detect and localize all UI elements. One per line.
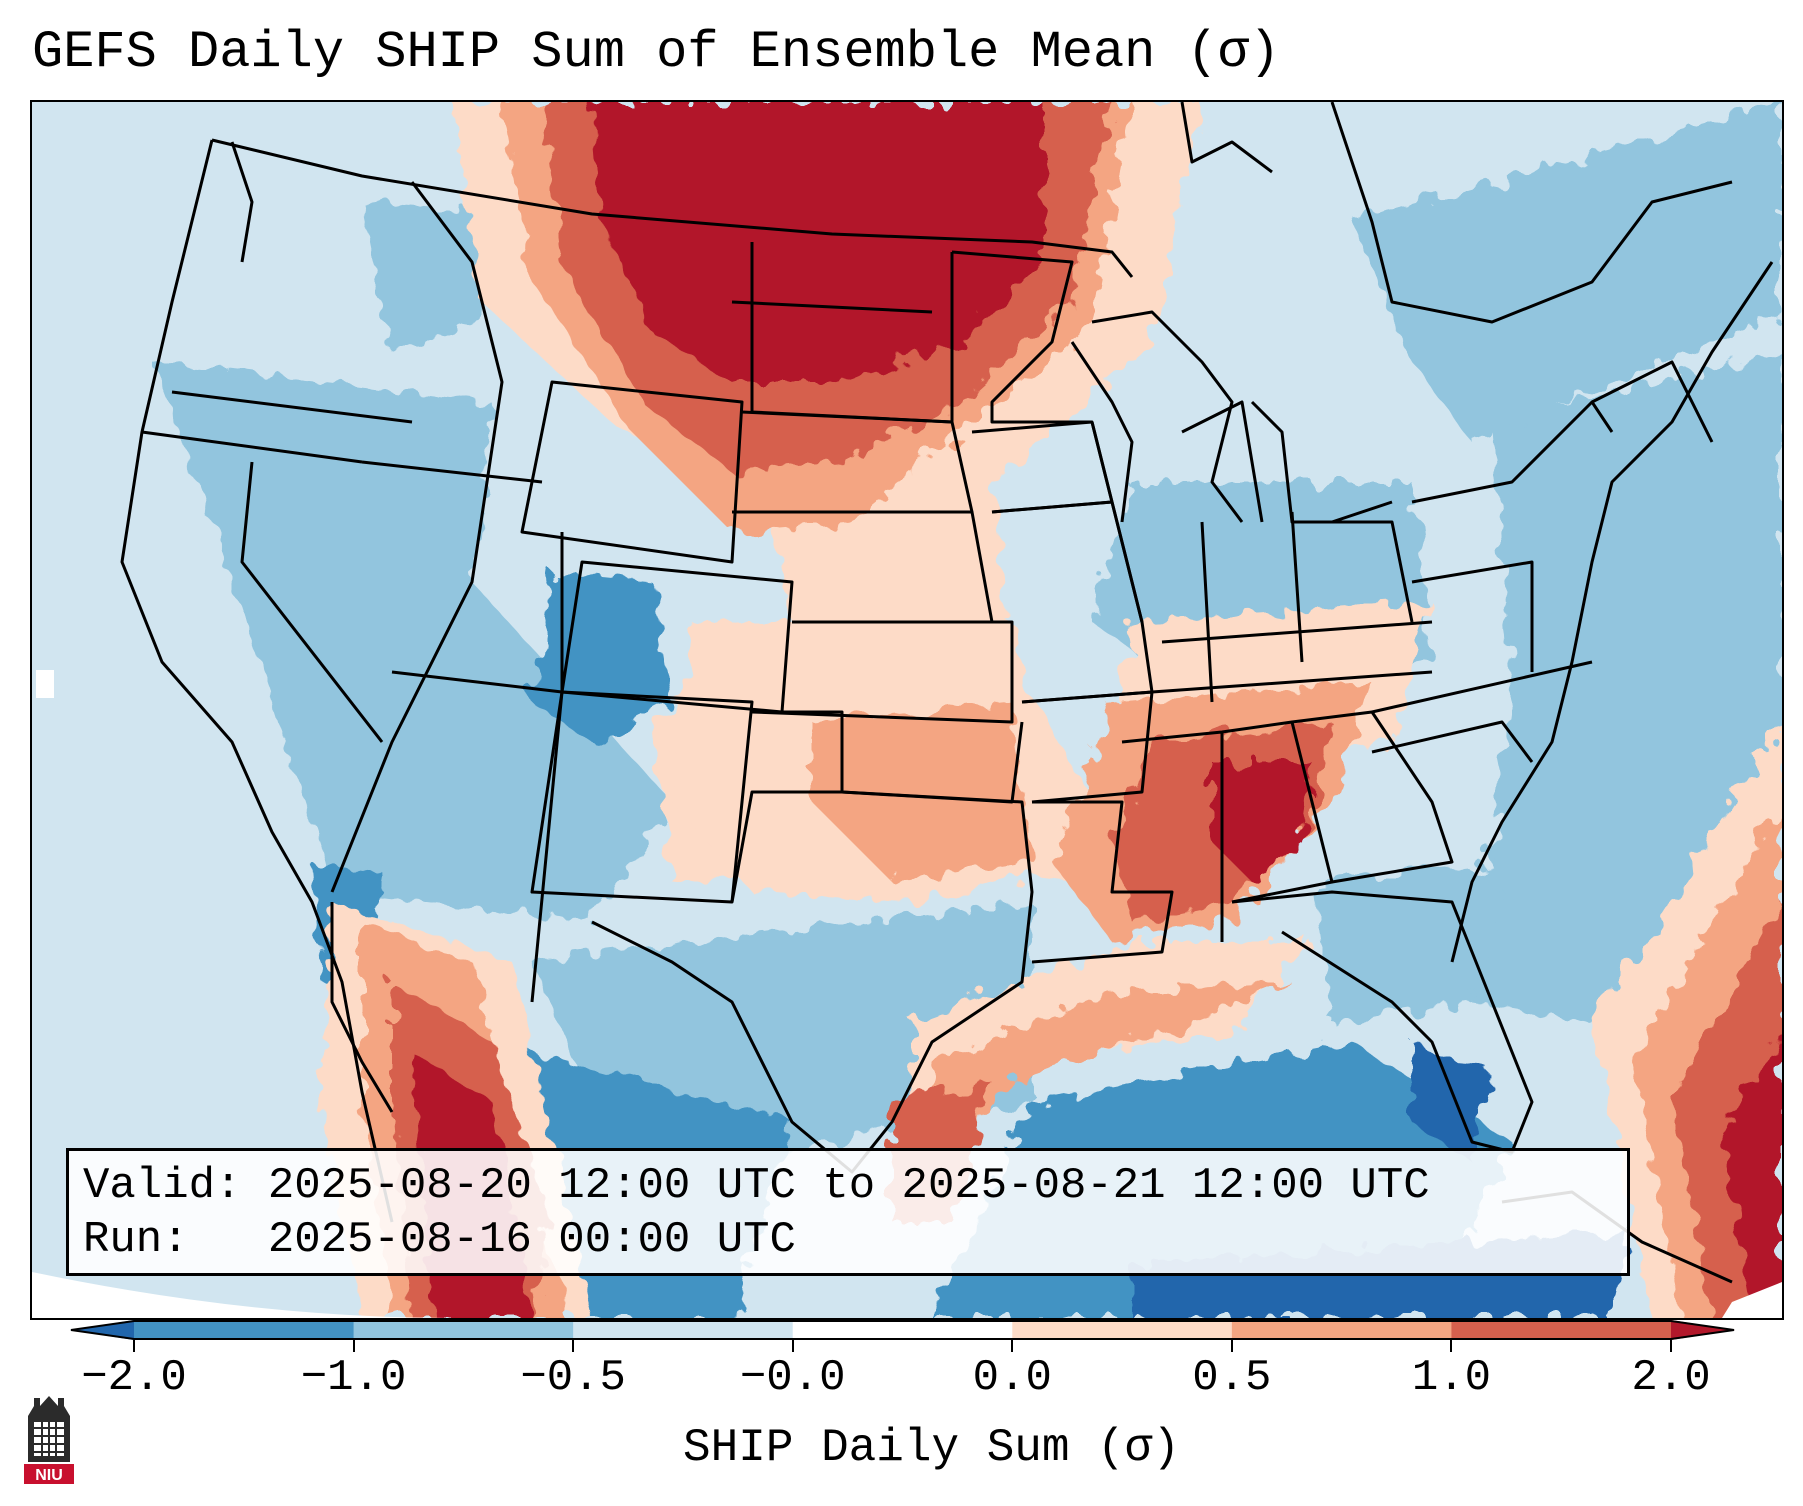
run-value: 2025-08-16 00:00 UTC [267, 1215, 796, 1265]
colorbar-tick-label: 0.5 [1192, 1353, 1272, 1403]
border-kansas-ok [751, 620, 1014, 724]
colorbar-tick-label: −0.5 [520, 1353, 626, 1403]
anomaly-west-blue [152, 362, 672, 922]
colorbar-tickmark [1230, 1340, 1233, 1352]
anomaly-alabama-peak [1212, 762, 1312, 882]
run-label: Run: [83, 1215, 189, 1265]
colorbar-tickmark [1670, 1340, 1672, 1352]
colorbar-extend-high [1671, 1320, 1735, 1340]
colorbar [70, 1320, 1735, 1340]
map-panel [30, 100, 1784, 1320]
niu-logo: NIU [20, 1392, 78, 1486]
colorbar-tickmark [133, 1340, 135, 1352]
info-box: Valid: 2025-08-20 12:00 UTC to 2025-08-2… [66, 1148, 1630, 1276]
colorbar-tickmark [791, 1340, 794, 1352]
colorbar-label: SHIP Daily Sum (σ) [683, 1422, 1180, 1474]
anomaly-canada-blue [1352, 102, 1782, 442]
coast-canada-east [1330, 102, 1733, 324]
colorbar-tick-label: 1.0 [1411, 1353, 1492, 1403]
anomaly-oklahoma-med [812, 702, 1032, 882]
colorbar-segment [1231, 1320, 1452, 1340]
anomaly-atlantic-peak [1722, 1022, 1782, 1318]
colorbar-tickmark [352, 1340, 355, 1352]
coast-baja [330, 902, 394, 1113]
missing-data-patch [36, 670, 54, 698]
colorbar-segment [573, 1320, 794, 1340]
colorbar-segment [792, 1320, 1013, 1340]
border-arkansas [1021, 690, 1154, 804]
border-georgia [1291, 710, 1454, 884]
border-minnesota [951, 250, 1092, 424]
logo-text: NIU [35, 1467, 63, 1484]
colorbar-tick-label: 0.0 [972, 1353, 1052, 1403]
colorbar-tick-label: 2.0 [1631, 1353, 1711, 1403]
coast-vancouver [230, 141, 254, 263]
border-texas [591, 790, 1034, 1174]
valid-value: 2025-08-20 12:00 UTC to 2025-08-21 12:00… [267, 1161, 1430, 1211]
anomaly-atlantic-blue [1472, 352, 1782, 1022]
border-us-canada [211, 138, 1134, 278]
coast-great-lakes [1091, 310, 1393, 524]
colorbar-tickmark [572, 1340, 575, 1352]
chart-title: GEFS Daily SHIP Sum of Ensemble Mean (σ) [32, 23, 1281, 82]
colorbar-tickmark [1450, 1340, 1453, 1352]
anomaly-gulfcoast-med [932, 982, 1292, 1162]
border-wa-or [171, 390, 413, 424]
border-new-york-ne [1411, 360, 1714, 504]
colorbar-extend-low [70, 1320, 134, 1340]
border-florida [1231, 890, 1534, 1154]
projection-edge-bottom-left [32, 1272, 452, 1318]
colorbar-tick-label: −1.0 [300, 1353, 407, 1403]
border-illinois-indiana [1090, 421, 1304, 703]
border-carolinas [1371, 660, 1593, 763]
projection-edge-bottom-right [1722, 1282, 1782, 1318]
border-or-ca [141, 430, 363, 464]
colorbar-segment [134, 1320, 355, 1340]
coast-hudson [1180, 102, 1273, 174]
colorbar-segment [353, 1320, 574, 1340]
border-nd-sd [731, 300, 933, 314]
border-mississippi-alabama [1121, 720, 1334, 942]
border-sd-ne [741, 410, 974, 513]
coast-pacific [120, 139, 394, 1223]
border-idaho-utah [361, 460, 543, 484]
valid-label: Valid: [83, 1161, 242, 1211]
colorbar-segment [1451, 1320, 1672, 1340]
coast-atlantic [1450, 261, 1774, 963]
colorbar-tick-label: −0.0 [739, 1353, 846, 1403]
border-utah-az [391, 670, 563, 694]
border-wyoming [520, 380, 744, 564]
colorbar-tickmark [1011, 1340, 1014, 1352]
colorbar-segment [1012, 1320, 1233, 1340]
border-ca-nv [240, 461, 384, 743]
border-rockies-states [330, 181, 504, 893]
border-wisconsin-michigan [1070, 341, 1264, 523]
run-row: Run: 2025-08-16 00:00 UTC [83, 1213, 1613, 1267]
valid-row: Valid: 2025-08-20 12:00 UTC to 2025-08-2… [83, 1159, 1613, 1213]
colorbar-outline [70, 1320, 1735, 1340]
border-louisiana [1031, 800, 1174, 964]
anomaly-florida-blue [1412, 1042, 1492, 1162]
logo-badge [24, 1464, 74, 1484]
anomaly-rockies-blue [362, 202, 502, 352]
colorbar-tick-label: −2.0 [81, 1353, 187, 1403]
